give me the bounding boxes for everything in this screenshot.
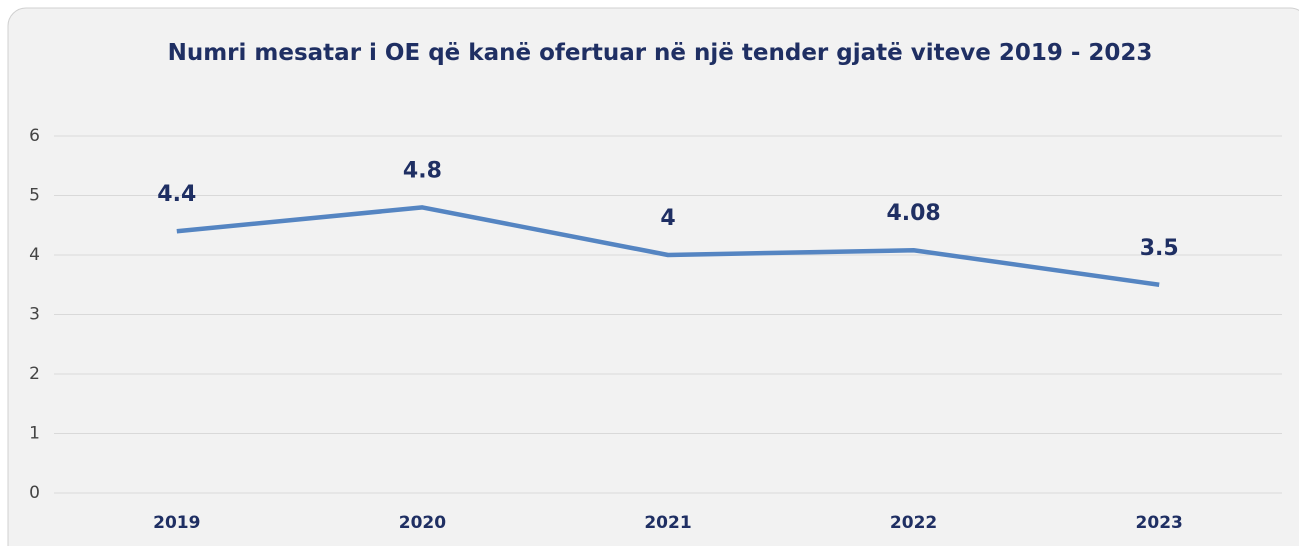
chart-background xyxy=(7,7,1299,546)
y-tick-label: 1 xyxy=(29,424,40,444)
y-tick-label: 4 xyxy=(29,245,40,265)
x-tick-label: 2019 xyxy=(153,513,200,533)
x-tick-label: 2020 xyxy=(399,513,446,533)
data-label: 3.5 xyxy=(1140,236,1179,261)
x-tick-label: 2022 xyxy=(890,513,937,533)
data-label: 4.08 xyxy=(886,201,940,226)
y-tick-label: 5 xyxy=(29,186,40,206)
x-tick-label: 2023 xyxy=(1136,513,1183,533)
data-label: 4.8 xyxy=(403,158,442,183)
chart-title: Numri mesatar i OE që kanë ofertuar në n… xyxy=(167,40,1153,66)
y-tick-label: 3 xyxy=(29,305,40,325)
x-tick-label: 2021 xyxy=(644,513,691,533)
y-tick-label: 2 xyxy=(29,364,40,384)
data-label: 4 xyxy=(660,206,675,231)
y-tick-label: 6 xyxy=(29,126,40,146)
line xyxy=(176,205,1160,287)
data-label: 4.4 xyxy=(157,182,196,207)
y-tick-label: 0 xyxy=(29,483,40,503)
